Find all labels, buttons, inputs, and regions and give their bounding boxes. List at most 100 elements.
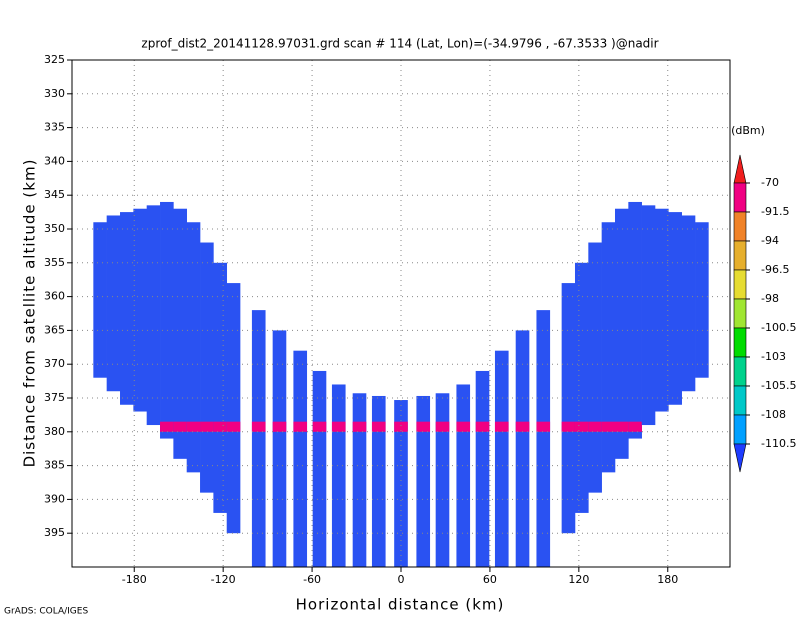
bright-band — [561, 421, 576, 432]
y-tick-label: 380 — [44, 425, 65, 438]
beam-column — [133, 208, 147, 412]
beam-column — [641, 205, 656, 426]
beam-column — [561, 283, 576, 534]
bright-band — [416, 421, 431, 432]
colorbar-segment — [733, 414, 747, 445]
bright-band — [435, 421, 450, 432]
bright-band — [515, 421, 530, 432]
beam-column — [655, 208, 669, 412]
beam-column — [251, 310, 266, 567]
bright-band — [312, 421, 327, 432]
colorbar-cap — [733, 154, 747, 184]
bright-band — [394, 421, 408, 432]
colorbar-cap — [733, 443, 747, 473]
colorbar-label: -91.5 — [761, 205, 789, 218]
beam-column — [106, 215, 121, 392]
colorbar-label: -94 — [761, 234, 779, 247]
colorbar-segment — [733, 269, 747, 300]
y-tick-label: 355 — [44, 256, 65, 269]
beam-column — [200, 242, 214, 493]
beam-column — [574, 262, 589, 513]
y-axis-label: Distance from satellite altitude (km) — [21, 159, 39, 468]
y-tick-label: 340 — [44, 154, 65, 167]
bright-band — [456, 421, 471, 432]
bright-band — [536, 421, 551, 432]
y-tick-label: 350 — [44, 222, 65, 235]
beam-column — [272, 330, 287, 567]
beam-column — [352, 393, 367, 567]
beam-column — [226, 283, 241, 534]
beam-column — [160, 201, 174, 439]
y-tick-label: 335 — [44, 121, 65, 134]
beam-column — [588, 242, 602, 493]
beam-column — [494, 350, 509, 567]
x-tick-label: 120 — [568, 573, 589, 586]
bright-band — [475, 421, 490, 432]
y-tick-label: 325 — [44, 53, 65, 66]
plot-frame — [71, 59, 731, 568]
bright-band — [213, 421, 228, 432]
y-tick-label: 375 — [44, 391, 65, 404]
y-tick-label: 365 — [44, 323, 65, 336]
y-tick-label: 370 — [44, 357, 65, 370]
colorbar-label: -110.5 — [761, 437, 796, 450]
beam-column — [695, 222, 709, 378]
beam-column — [93, 222, 107, 378]
bright-band — [574, 421, 589, 432]
y-tick-label: 330 — [44, 87, 65, 100]
beam-column — [614, 208, 629, 459]
x-axis-label: Horizontal distance (km) — [296, 596, 505, 614]
beam-column — [120, 212, 134, 405]
bright-band — [494, 421, 509, 432]
beam-column — [173, 208, 188, 459]
beam-column — [312, 370, 327, 567]
colorbar-label: -100.5 — [761, 321, 796, 334]
bright-band — [293, 421, 308, 432]
beam-column — [435, 393, 450, 567]
colorbar-label: -103 — [761, 350, 786, 363]
bright-band — [200, 421, 214, 432]
x-tick-label: -120 — [211, 573, 236, 586]
colorbar-segment — [733, 182, 747, 213]
x-tick-label: -60 — [303, 573, 321, 586]
x-tick-label: -180 — [122, 573, 147, 586]
bright-band — [251, 421, 266, 432]
footer: GrADS: COLA/IGES — [4, 607, 88, 617]
chart-title: zprof_dist2_20141128.97031.grd scan # 11… — [141, 37, 658, 51]
bright-band — [272, 421, 287, 432]
beam-column — [536, 310, 551, 567]
beam-column — [601, 222, 616, 473]
beam-column — [394, 400, 408, 567]
y-tick-label: 360 — [44, 290, 65, 303]
colorbar-segment — [733, 211, 747, 242]
colorbar-label: -98 — [761, 292, 779, 305]
beam-column — [186, 222, 201, 473]
bright-band — [226, 421, 241, 432]
beam-column — [213, 262, 228, 513]
colorbar-segment — [733, 298, 747, 329]
bright-band — [331, 421, 346, 432]
beam-column — [146, 205, 161, 426]
bright-band — [173, 421, 188, 432]
x-tick-label: 60 — [483, 573, 497, 586]
beam-column — [681, 215, 696, 392]
y-tick-label: 395 — [44, 526, 65, 539]
y-tick-label: 385 — [44, 459, 65, 472]
colorbar-label: -108 — [761, 408, 786, 421]
x-tick-label: 180 — [657, 573, 678, 586]
bright-band — [588, 421, 602, 432]
beam-column — [331, 384, 346, 567]
bright-band — [371, 421, 386, 432]
beam-column — [293, 350, 308, 567]
bright-band — [614, 421, 629, 432]
bright-band — [186, 421, 201, 432]
y-tick-label: 390 — [44, 492, 65, 505]
bright-band — [628, 421, 642, 432]
data-layer — [93, 201, 709, 567]
colorbar-segment — [733, 240, 747, 271]
x-tick-label: 0 — [398, 573, 405, 586]
colorbar-unit: (dBm) — [731, 124, 765, 137]
colorbar-segment — [733, 385, 747, 416]
y-tick-label: 345 — [44, 188, 65, 201]
